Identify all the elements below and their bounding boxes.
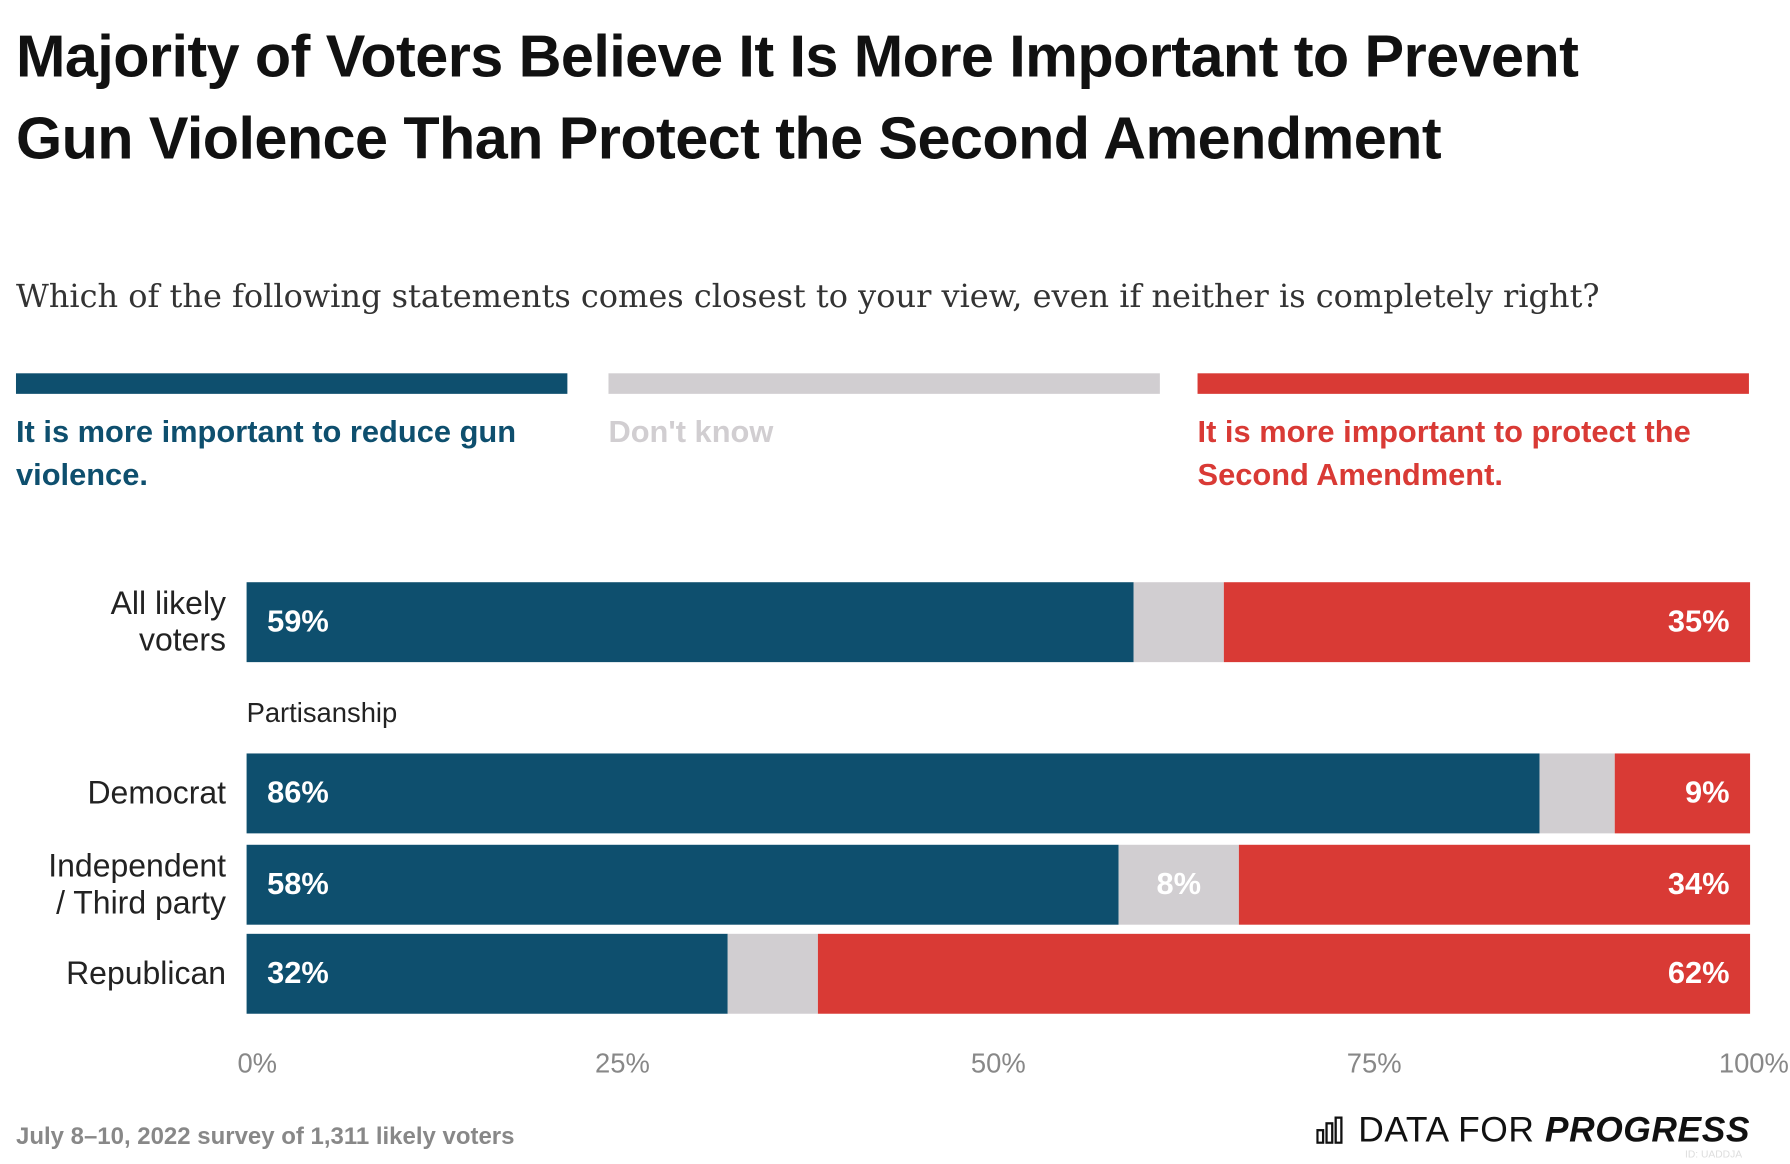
bar-segment bbox=[246, 582, 1134, 663]
x-tick-label: 25% bbox=[595, 1047, 650, 1078]
logo-text: DATA FOR bbox=[1358, 1109, 1535, 1150]
legend-label: It is more important to protect the Seco… bbox=[1197, 414, 1691, 493]
value-label: 34% bbox=[1668, 866, 1730, 901]
bar-segment bbox=[817, 933, 1751, 1014]
x-tick-label: 100% bbox=[1719, 1047, 1789, 1078]
value-label: 8% bbox=[1156, 866, 1201, 901]
category-text: Democrat bbox=[87, 775, 227, 811]
x-tick-label: 0% bbox=[237, 1047, 277, 1078]
bar-segment bbox=[1614, 753, 1751, 834]
legend-swatch bbox=[15, 373, 568, 394]
logo-icon bbox=[1315, 1116, 1343, 1144]
legend-label: Don't know bbox=[608, 414, 774, 449]
category-text: Independent / Third party bbox=[48, 848, 227, 921]
y-tick-label: Independent / Third party bbox=[11, 848, 226, 921]
y-tick-label: Democrat bbox=[11, 775, 226, 812]
y-tick-label: Republican bbox=[11, 956, 226, 993]
chart-title: Majority of Voters Believe It Is More Im… bbox=[15, 23, 1579, 173]
legend-swatch bbox=[1197, 373, 1749, 394]
y-tick-label: All likely voters bbox=[11, 586, 226, 659]
group-label: Partisanship bbox=[247, 697, 398, 728]
legend-swatch bbox=[608, 373, 1160, 394]
bar-segment bbox=[246, 844, 1119, 925]
value-label: 62% bbox=[1668, 955, 1730, 990]
legend-item: Don't know bbox=[608, 373, 1160, 453]
footnote: July 8–10, 2022 survey of 1,311 likely v… bbox=[15, 1123, 515, 1150]
logo-text: PROGRESS bbox=[1544, 1109, 1751, 1150]
category-text: All likely voters bbox=[110, 585, 227, 658]
value-label: 59% bbox=[267, 603, 329, 638]
x-tick-label: 75% bbox=[1347, 1047, 1402, 1078]
bar-segment bbox=[1133, 582, 1224, 663]
x-tick-label: 50% bbox=[971, 1047, 1026, 1078]
bar-segment bbox=[246, 933, 728, 1014]
legend-label: It is more important to reduce gun viole… bbox=[15, 414, 517, 493]
value-label: 86% bbox=[267, 775, 329, 810]
bar-segment bbox=[1118, 844, 1239, 925]
value-label: 9% bbox=[1685, 775, 1730, 810]
id-note: ID: UADDJA bbox=[1684, 1148, 1743, 1160]
bar-segment bbox=[1539, 753, 1615, 834]
value-label: 58% bbox=[267, 866, 329, 901]
bar-segment bbox=[1223, 582, 1751, 663]
value-label: 32% bbox=[267, 955, 329, 990]
legend-item: It is more important to protect the Seco… bbox=[1197, 373, 1749, 496]
chart-subtitle: Which of the following statements comes … bbox=[15, 277, 1600, 316]
logo: DATA FOR PROGRESS bbox=[1315, 1109, 1751, 1151]
bar-segment bbox=[1238, 844, 1751, 925]
value-label: 35% bbox=[1668, 603, 1730, 638]
bar-segment bbox=[246, 753, 1540, 834]
legend-item: It is more important to reduce gun viole… bbox=[15, 373, 568, 496]
category-text: Republican bbox=[66, 955, 227, 991]
bar-segment bbox=[727, 933, 818, 1014]
